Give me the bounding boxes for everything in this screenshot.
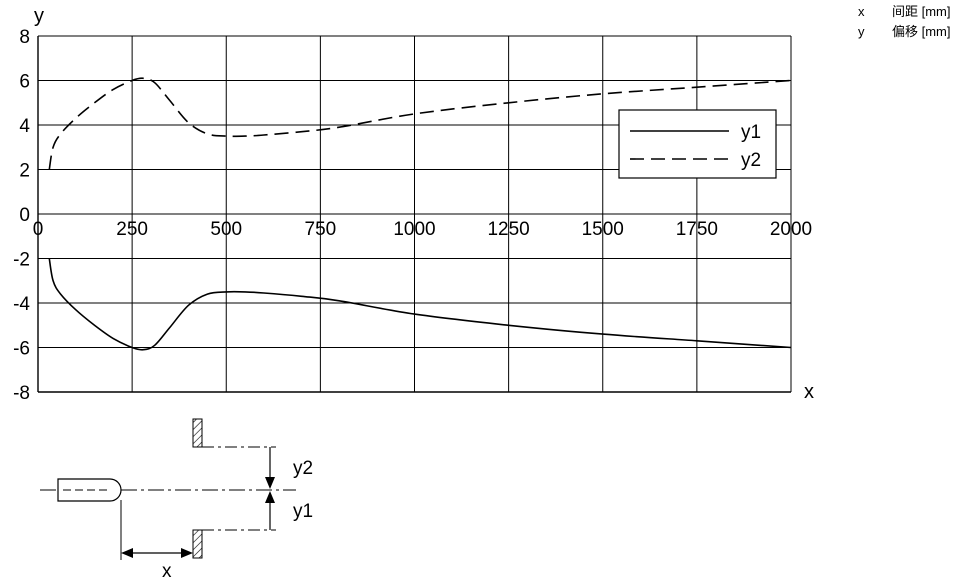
y-tick-label: 8 [19, 27, 30, 48]
y-tick-label: -8 [13, 383, 30, 404]
legend-box [618, 109, 777, 179]
symbol-key: x 间距 [mm] y 偏移 [mm] [858, 2, 951, 42]
x-arrowhead-left [121, 548, 133, 558]
diagram-label-y2: y2 [293, 458, 313, 479]
key-row-y: y 偏移 [mm] [858, 22, 951, 42]
key-text-x: 间距 [mm] [892, 4, 951, 19]
diagram-label-y1: y1 [293, 501, 313, 522]
series-group [48, 77, 792, 351]
key-row-x: x 间距 [mm] [858, 2, 951, 22]
y-tick-label: -4 [13, 294, 30, 315]
legend-label-y1: y1 [741, 122, 761, 143]
target-upper [192, 418, 203, 448]
y-tick-label: 0 [19, 205, 30, 226]
legend: y1 y2 [618, 109, 777, 179]
axes [37, 36, 791, 393]
y-tick-label: 6 [19, 72, 30, 93]
series-line-y1 [48, 258, 792, 351]
x-arrowhead-right [181, 548, 193, 558]
y-axis-label: y [34, 5, 44, 27]
x-tick-label: 1500 [582, 219, 624, 240]
y2-arrowhead [265, 477, 275, 489]
diagram-label-x: x [162, 561, 172, 581]
x-tick-label: 500 [210, 219, 242, 240]
y-tick-label: -2 [13, 250, 30, 271]
x-tick-label: 1250 [487, 219, 529, 240]
x-tick-label: 0 [33, 219, 44, 240]
y-tick-label: 4 [19, 116, 30, 137]
y-tick-label: 2 [19, 161, 30, 182]
series-line-y2 [48, 77, 792, 170]
x-tick-label: 2000 [770, 219, 812, 240]
x-tick-label: 250 [116, 219, 148, 240]
x-tick-label: 750 [305, 219, 337, 240]
x-axis-label: x [804, 381, 814, 403]
key-text-y: 偏移 [mm] [892, 24, 951, 39]
legend-label-y2: y2 [741, 150, 761, 171]
x-tick-label: 1750 [676, 219, 718, 240]
grid-lines [38, 35, 792, 392]
offset-diagram: y2 y1 x [40, 418, 313, 581]
x-tick-label: 1000 [393, 219, 435, 240]
y-tick-label: -6 [13, 339, 30, 360]
y1-arrowhead [265, 491, 275, 503]
key-symbol-y: y [858, 24, 865, 39]
target-lower [192, 529, 203, 559]
key-symbol-x: x [858, 4, 865, 19]
